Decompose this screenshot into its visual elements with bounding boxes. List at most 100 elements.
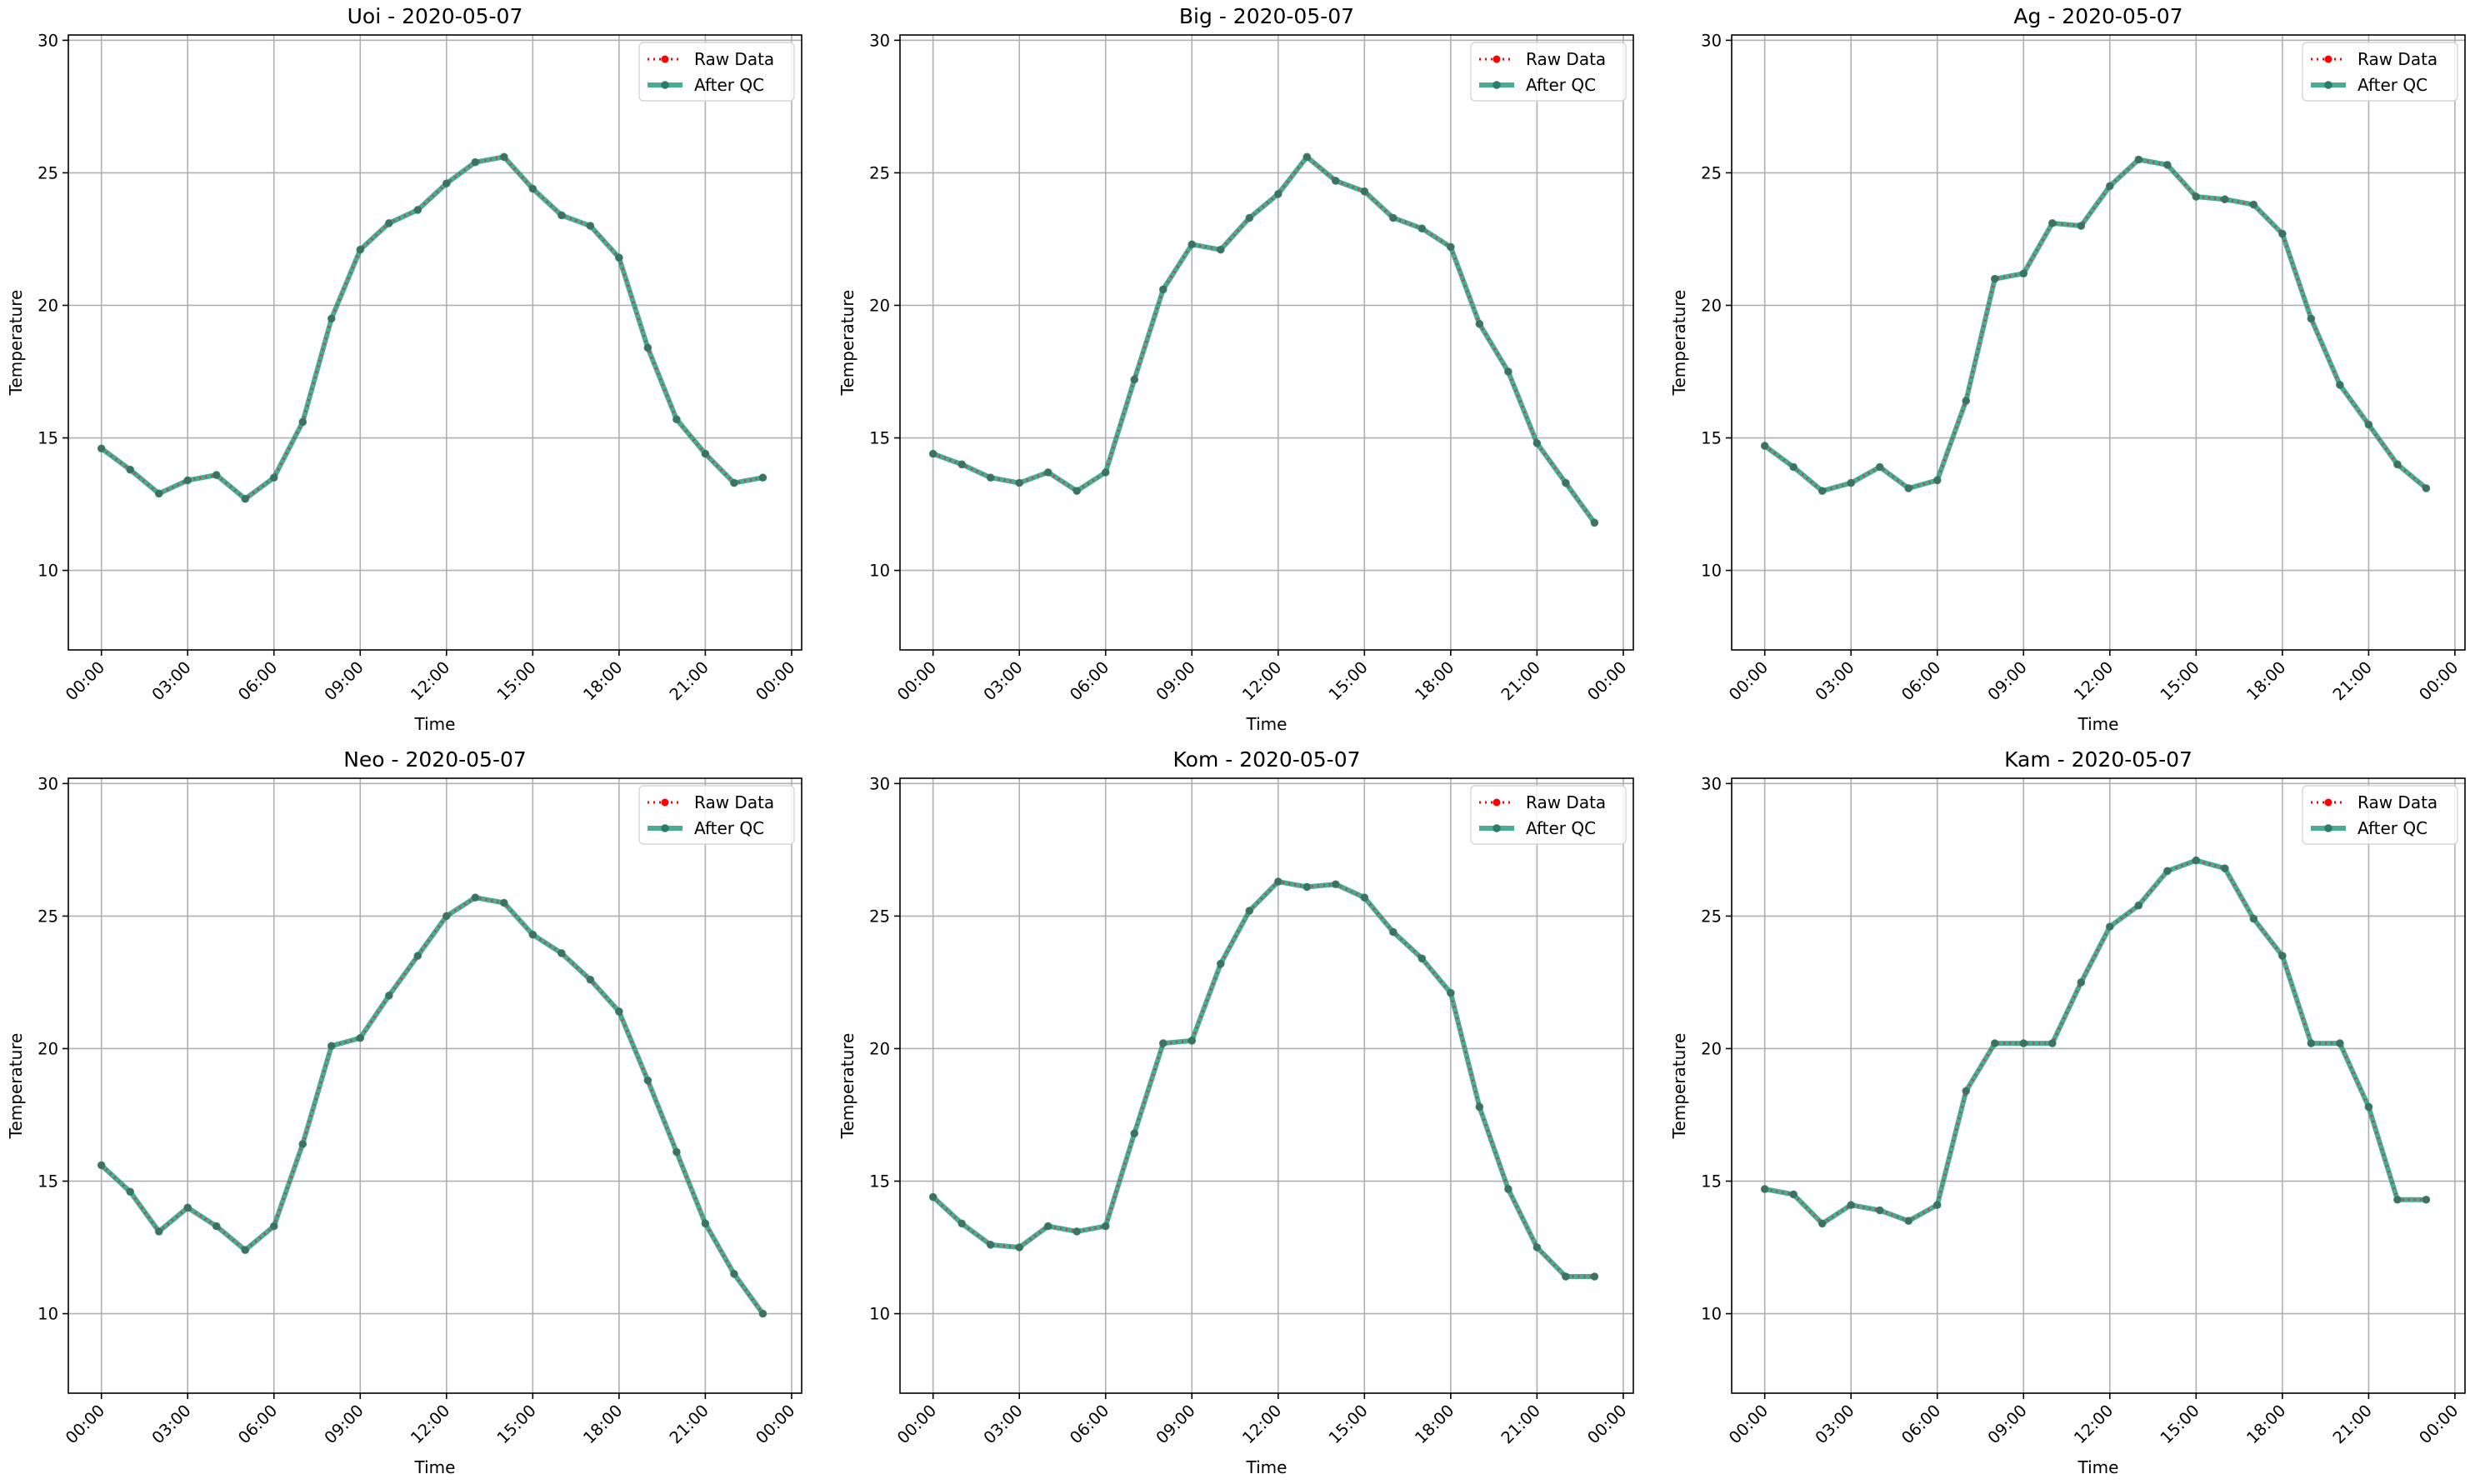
data-point-after-qc <box>1447 242 1455 252</box>
y-axis-label: Temperature <box>1669 290 1689 397</box>
x-axis-label: Time <box>414 1457 456 1477</box>
data-point-after-qc <box>1216 245 1225 254</box>
data-point-after-qc <box>384 992 393 1000</box>
y-tick-label: 25 <box>38 163 58 182</box>
data-point-after-qc <box>958 460 966 469</box>
y-tick-label: 20 <box>1701 296 1722 315</box>
legend-marker-raw-data <box>661 55 669 63</box>
data-point-after-qc <box>298 1140 308 1148</box>
x-tick-label: 00:00 <box>893 1401 940 1447</box>
data-point-after-qc <box>384 219 393 227</box>
data-point-after-qc <box>1389 213 1398 222</box>
data-point-after-qc <box>2422 484 2431 492</box>
y-tick-label: 20 <box>869 1039 890 1058</box>
legend-label-after-qc: After QC <box>694 75 764 95</box>
data-point-after-qc <box>241 1246 250 1255</box>
y-tick-label: 25 <box>1701 907 1722 926</box>
y-tick-label: 20 <box>38 296 58 315</box>
data-point-after-qc <box>1847 478 1856 487</box>
data-point-after-qc <box>500 152 508 162</box>
data-point-after-qc <box>1130 375 1139 384</box>
x-tick-label: 00:00 <box>1583 1401 1630 1447</box>
legend-label-after-qc: After QC <box>1526 818 1596 838</box>
series-line-after-qc <box>1762 157 2428 494</box>
x-tick-label: 12:00 <box>407 1401 453 1447</box>
data-point-after-qc <box>2422 1195 2431 1204</box>
x-tick-label: 12:00 <box>1238 1401 1285 1447</box>
data-point-after-qc <box>1475 319 1484 328</box>
x-tick-label: 06:00 <box>1898 657 1944 704</box>
data-point-after-qc <box>2134 901 2143 910</box>
data-point-after-qc <box>2106 922 2114 931</box>
data-point-after-qc <box>528 184 538 193</box>
legend-marker-raw-data <box>1492 798 1501 807</box>
data-point-after-qc <box>97 444 106 453</box>
data-point-after-qc <box>1789 1190 1798 1199</box>
data-point-after-qc <box>2048 1039 2057 1047</box>
data-point-after-qc <box>1043 1222 1052 1231</box>
y-tick-label: 15 <box>1701 429 1722 448</box>
legend-marker-after-qc <box>1492 81 1501 89</box>
data-point-after-qc <box>471 157 480 167</box>
data-point-after-qc <box>413 952 422 960</box>
data-point-after-qc <box>1188 1037 1197 1045</box>
chart-title: Kom - 2020-05-07 <box>1173 747 1361 772</box>
data-point-after-qc <box>1158 1039 1168 1047</box>
data-point-after-qc <box>986 473 995 482</box>
data-point-after-qc <box>1015 478 1024 487</box>
y-tick-label: 15 <box>38 429 58 448</box>
x-tick-label: 09:00 <box>1152 657 1199 704</box>
series-line-raw-data <box>100 155 763 501</box>
data-point-after-qc <box>701 1219 710 1228</box>
x-tick-label: 00:00 <box>1725 657 1772 704</box>
data-point-after-qc <box>1962 397 1971 405</box>
data-point-after-qc <box>1101 468 1110 477</box>
data-point-after-qc <box>558 949 566 957</box>
y-tick-label: 15 <box>869 429 890 448</box>
x-tick-label: 00:00 <box>1583 657 1630 704</box>
data-point-after-qc <box>672 415 681 424</box>
data-point-after-qc <box>1904 1217 1913 1226</box>
data-point-after-qc <box>1532 439 1542 447</box>
legend-marker-raw-data <box>1492 55 1501 63</box>
plot-frame <box>1731 34 2466 651</box>
x-tick-label: 09:00 <box>1152 1401 1199 1447</box>
x-tick-label: 18:00 <box>1411 1401 1458 1447</box>
chart-title: Uoi - 2020-05-07 <box>348 4 523 28</box>
data-point-after-qc <box>1962 1087 1971 1096</box>
y-tick-label: 20 <box>1701 1039 1722 1058</box>
x-tick-label: 18:00 <box>579 1401 626 1447</box>
x-tick-label: 00:00 <box>62 1401 108 1447</box>
data-point-after-qc <box>1532 1243 1542 1252</box>
data-point-after-qc <box>2048 219 2057 227</box>
data-point-after-qc <box>2192 856 2201 865</box>
data-point-after-qc <box>500 898 508 907</box>
x-axis-label: Time <box>1246 1457 1288 1477</box>
data-point-after-qc <box>2106 182 2114 191</box>
y-tick-label: 25 <box>1701 163 1722 182</box>
data-point-after-qc <box>2077 222 2086 230</box>
series-line-raw-data <box>932 155 1596 524</box>
legend-marker-after-qc <box>1492 824 1501 832</box>
x-tick-label: 09:00 <box>321 657 368 704</box>
legend-marker-raw-data <box>2324 55 2332 63</box>
data-point-after-qc <box>1789 462 1798 472</box>
data-point-after-qc <box>2163 161 2172 169</box>
plot-frame <box>68 34 802 651</box>
data-point-after-qc <box>1447 988 1455 997</box>
legend-marker-raw-data <box>661 798 669 807</box>
legend-label-raw-data: Raw Data <box>694 49 774 69</box>
data-point-after-qc <box>558 211 566 220</box>
data-point-after-qc <box>1302 882 1312 892</box>
data-point-after-qc <box>1158 285 1168 294</box>
data-point-after-qc <box>2364 420 2373 429</box>
x-tick-label: 18:00 <box>2242 1401 2289 1447</box>
chart-title: Neo - 2020-05-07 <box>343 747 527 772</box>
y-tick-label: 15 <box>869 1172 890 1192</box>
data-point-after-qc <box>212 1222 221 1231</box>
data-point-after-qc <box>212 471 221 479</box>
data-point-after-qc <box>1245 213 1254 222</box>
x-tick-label: 21:00 <box>1498 1401 1544 1447</box>
x-tick-label: 21:00 <box>1498 657 1544 704</box>
data-point-after-qc <box>183 1203 192 1212</box>
